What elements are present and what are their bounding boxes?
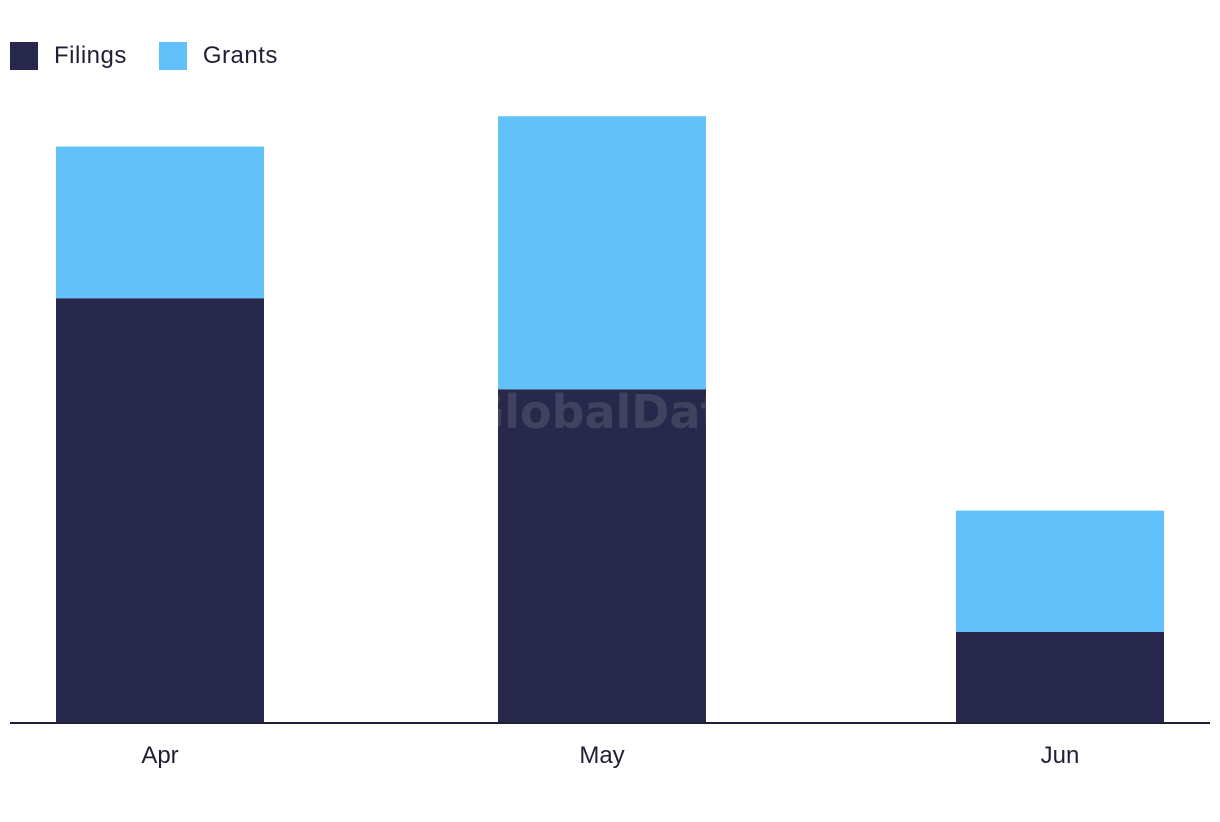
legend-swatch-grants: [158, 42, 187, 70]
x-tick-labels: Apr May Jun: [141, 742, 1079, 769]
bar-filings-may[interactable]: [498, 389, 706, 723]
x-tick-label-may: May: [579, 742, 624, 769]
legend-label-grants: Grants: [202, 42, 278, 69]
legend-swatch-filings: [10, 42, 38, 70]
bar-filings-apr[interactable]: [56, 298, 264, 723]
bar-filings-jun[interactable]: [956, 631, 1164, 723]
x-tick-label-jun: Jun: [1041, 742, 1080, 769]
bars-group: [56, 116, 1164, 723]
bar-grants-apr[interactable]: [56, 146, 264, 299]
watermark: GlobalData: [466, 385, 753, 439]
bar-grants-may[interactable]: [498, 116, 706, 390]
legend: Filings Grants: [10, 42, 310, 70]
legend-item-grants[interactable]: Grants: [158, 42, 278, 70]
x-tick-label-apr: Apr: [141, 742, 178, 769]
legend-label-filings: Filings: [54, 42, 127, 69]
legend-item-filings[interactable]: Filings: [10, 42, 127, 70]
bar-grants-jun[interactable]: [956, 510, 1164, 632]
